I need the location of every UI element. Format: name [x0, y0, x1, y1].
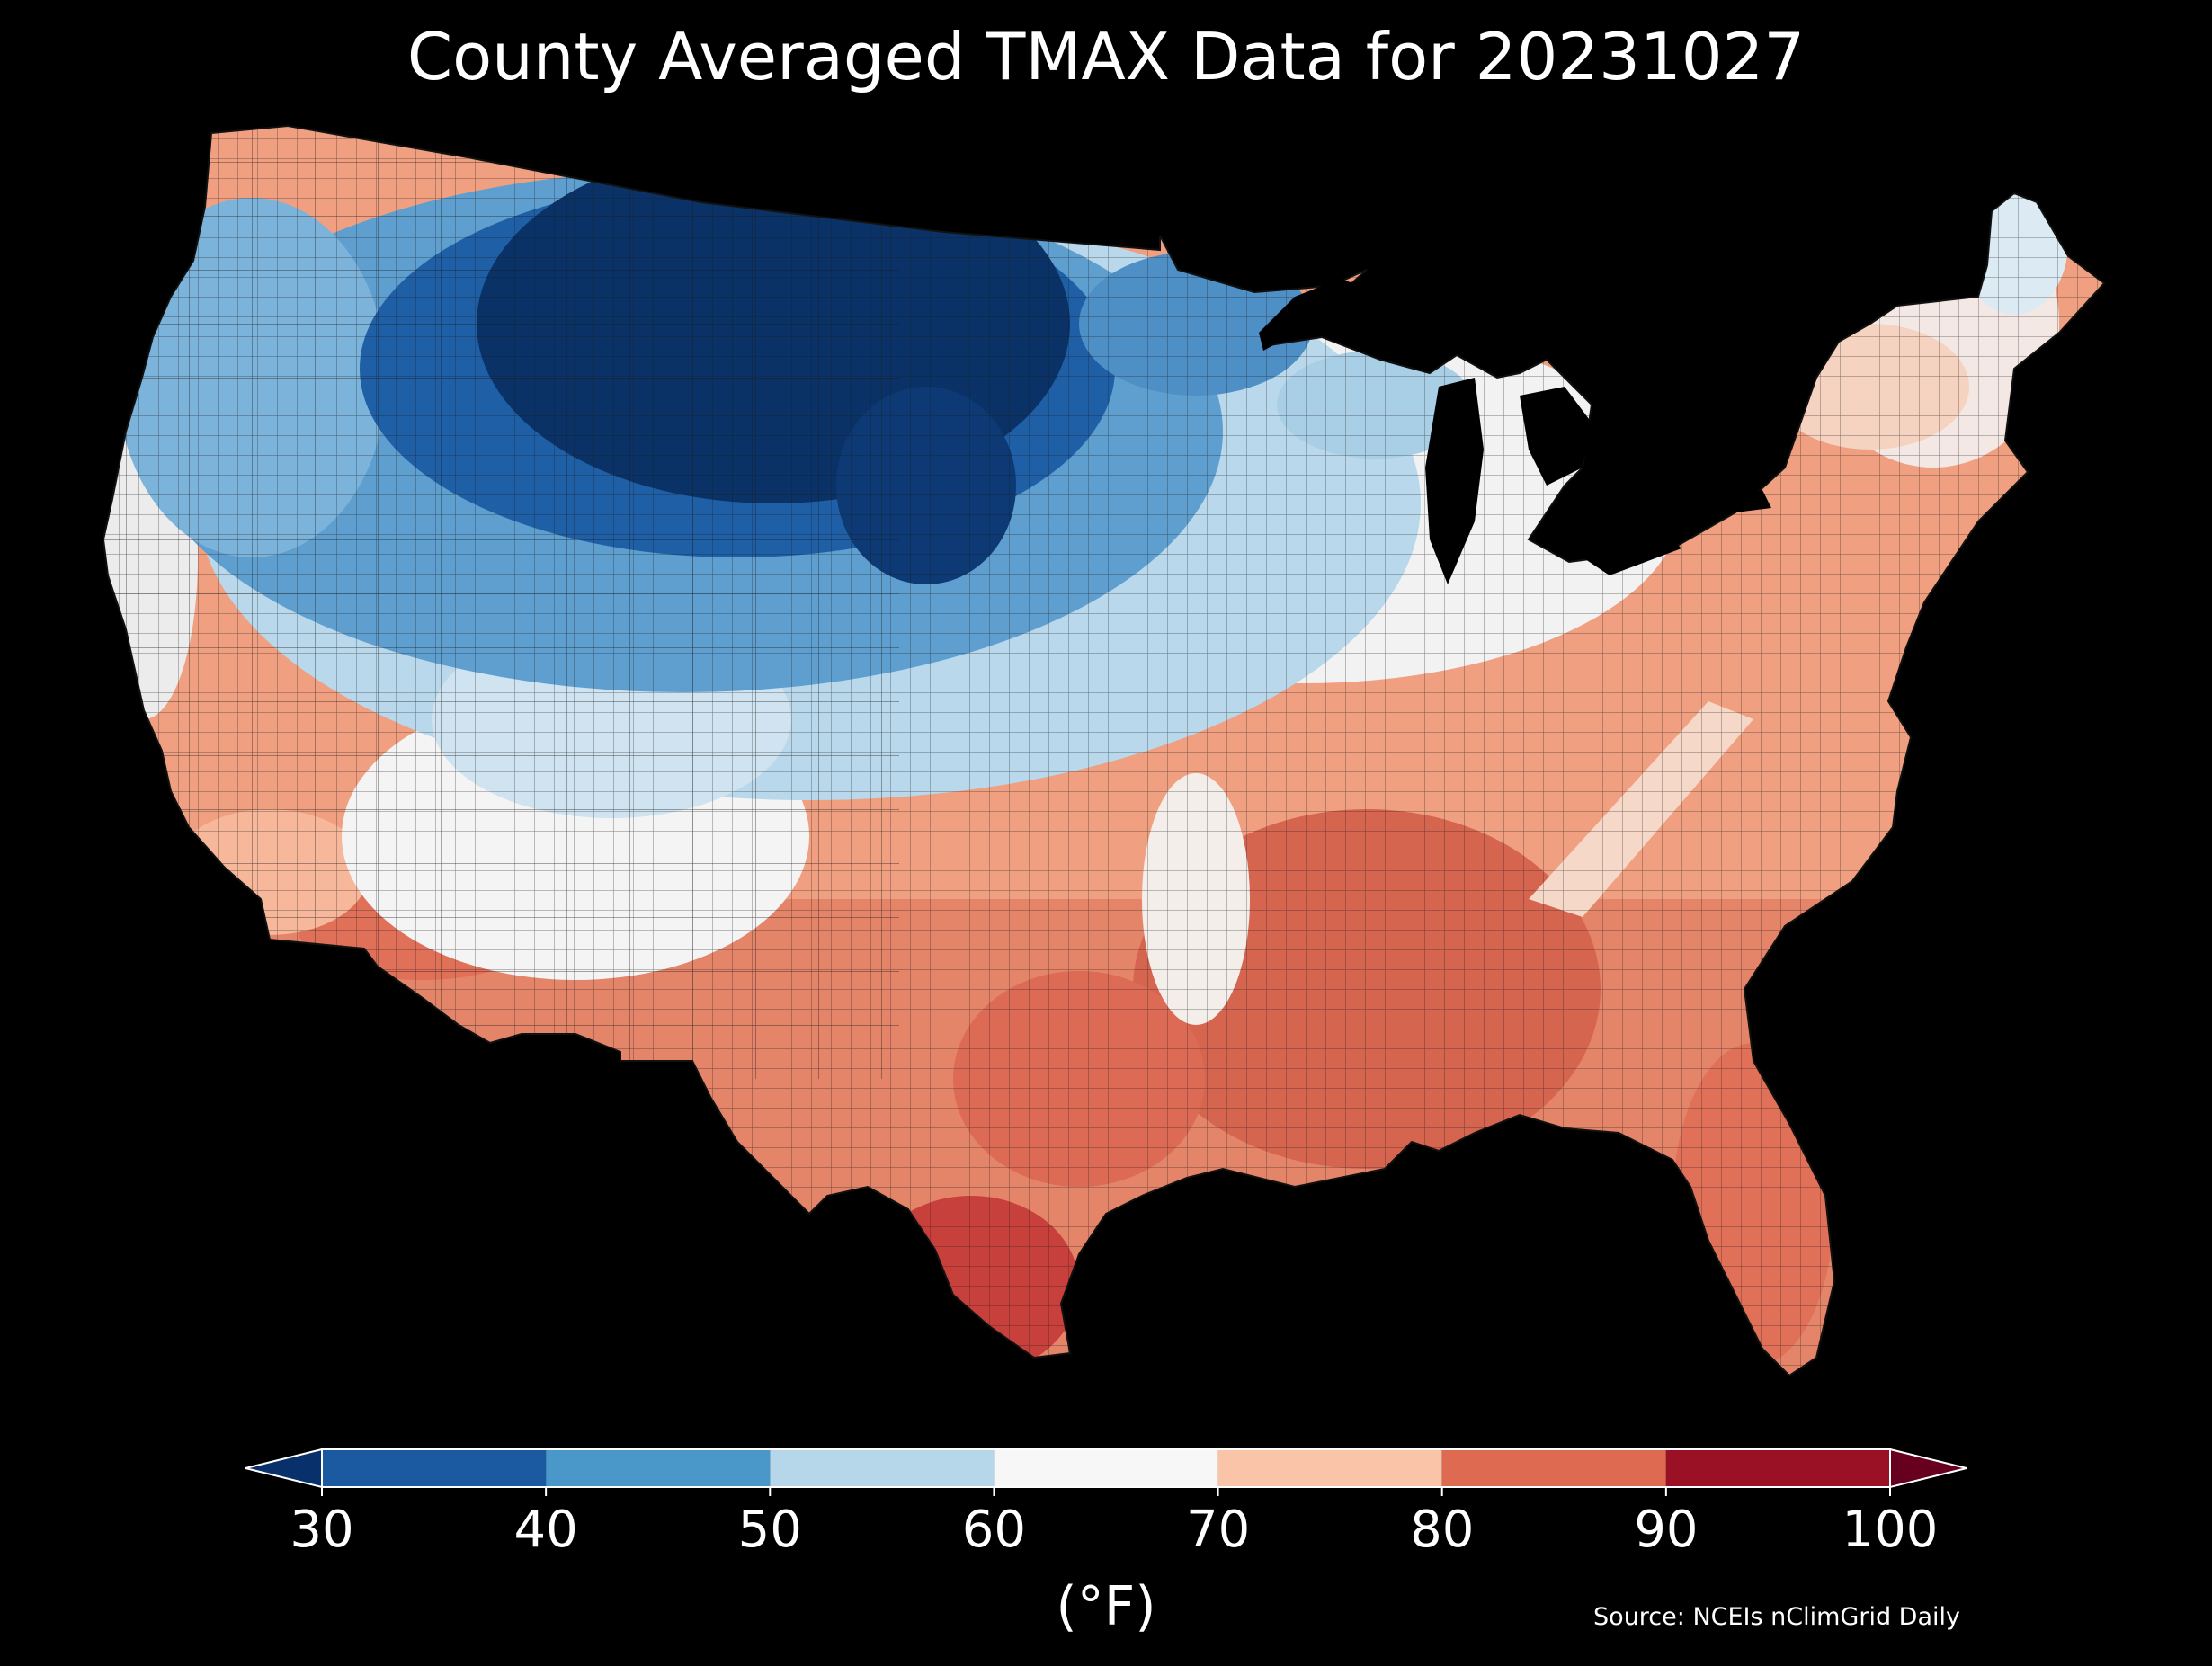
colorbar-bin-80-90: [1441, 1449, 1666, 1487]
colorbar-bin-40-50: [546, 1449, 771, 1487]
colorbar-unit-label: (°F): [1056, 1575, 1156, 1638]
colorbar-bin-50-60: [770, 1449, 995, 1487]
colorbar-bin-90-100: [1665, 1449, 1890, 1487]
colorbar-tick-label: 100: [1842, 1501, 1939, 1559]
colorbar-tick-label: 30: [290, 1501, 353, 1559]
colorbar-tick-label: 90: [1634, 1501, 1698, 1559]
colorbar-tick-label: 50: [738, 1501, 802, 1559]
source-credit: Source: NCEIs nClimGrid Daily: [1593, 1603, 1960, 1631]
colorbar-tick-label: 60: [962, 1501, 1026, 1559]
great-lakes: [1259, 279, 1771, 584]
map-title: County Averaged TMAX Data for 20231027: [406, 19, 1806, 94]
colorbar-tick-label: 70: [1186, 1501, 1250, 1559]
colorbar-bins: [322, 1449, 1890, 1487]
colorbar-bin-30-40: [322, 1449, 547, 1487]
colorbar-bin-60-70: [994, 1449, 1218, 1487]
colorbar-frame: [321, 1448, 1891, 1488]
colorbar-tick-label: 80: [1410, 1501, 1474, 1559]
colorbar-ticks: 30 40 50 60 70 80 90 100: [290, 1487, 1938, 1559]
colorbar-under-arrow: [245, 1448, 323, 1489]
colorbar-bin-70-80: [1217, 1449, 1442, 1487]
colorbar-tick-label: 40: [514, 1501, 578, 1559]
colorbar-over-arrow: [1889, 1448, 1967, 1489]
